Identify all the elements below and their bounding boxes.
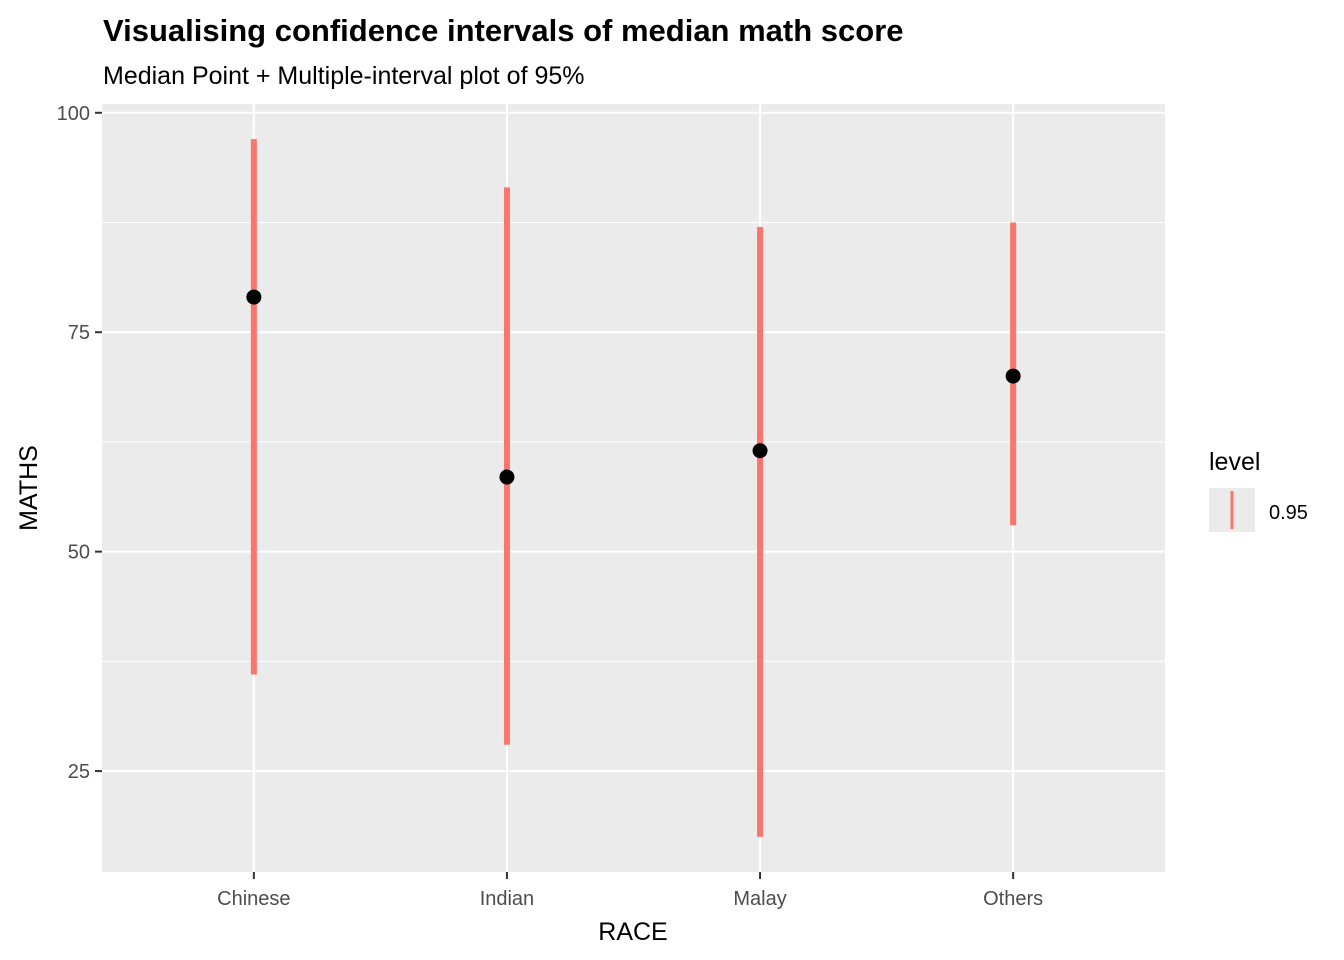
x-tick-label: Chinese: [217, 888, 290, 910]
y-tick-label: 25: [68, 761, 90, 783]
y-tick-label: 100: [57, 103, 90, 125]
plot-panel: [102, 104, 1165, 872]
legend: level 0.95: [1209, 448, 1308, 532]
chart-subtitle: Median Point + Multiple-interval plot of…: [103, 62, 585, 90]
y-axis: 25 50 75 100: [57, 103, 102, 783]
legend-label: 0.95: [1269, 502, 1308, 524]
median-point-others: [1005, 368, 1021, 384]
x-axis: Chinese Indian Malay Others: [217, 872, 1043, 910]
intervals: [250, 139, 1017, 837]
chart-title: Visualising confidence intervals of medi…: [103, 13, 904, 48]
x-axis-title: RACE: [598, 918, 667, 946]
x-tick-label: Indian: [480, 888, 535, 910]
median-point-chinese: [246, 289, 262, 305]
median-point-malay: [752, 443, 768, 459]
grid-minor: [102, 221, 1165, 662]
x-tick-label: Others: [983, 888, 1043, 910]
y-axis-title: MATHS: [15, 445, 43, 531]
y-tick-label: 50: [68, 542, 90, 564]
legend-title: level: [1209, 448, 1260, 476]
y-tick-label: 75: [68, 322, 90, 344]
median-points: [246, 289, 1021, 485]
x-tick-label: Malay: [733, 888, 786, 910]
median-point-indian: [499, 469, 515, 485]
